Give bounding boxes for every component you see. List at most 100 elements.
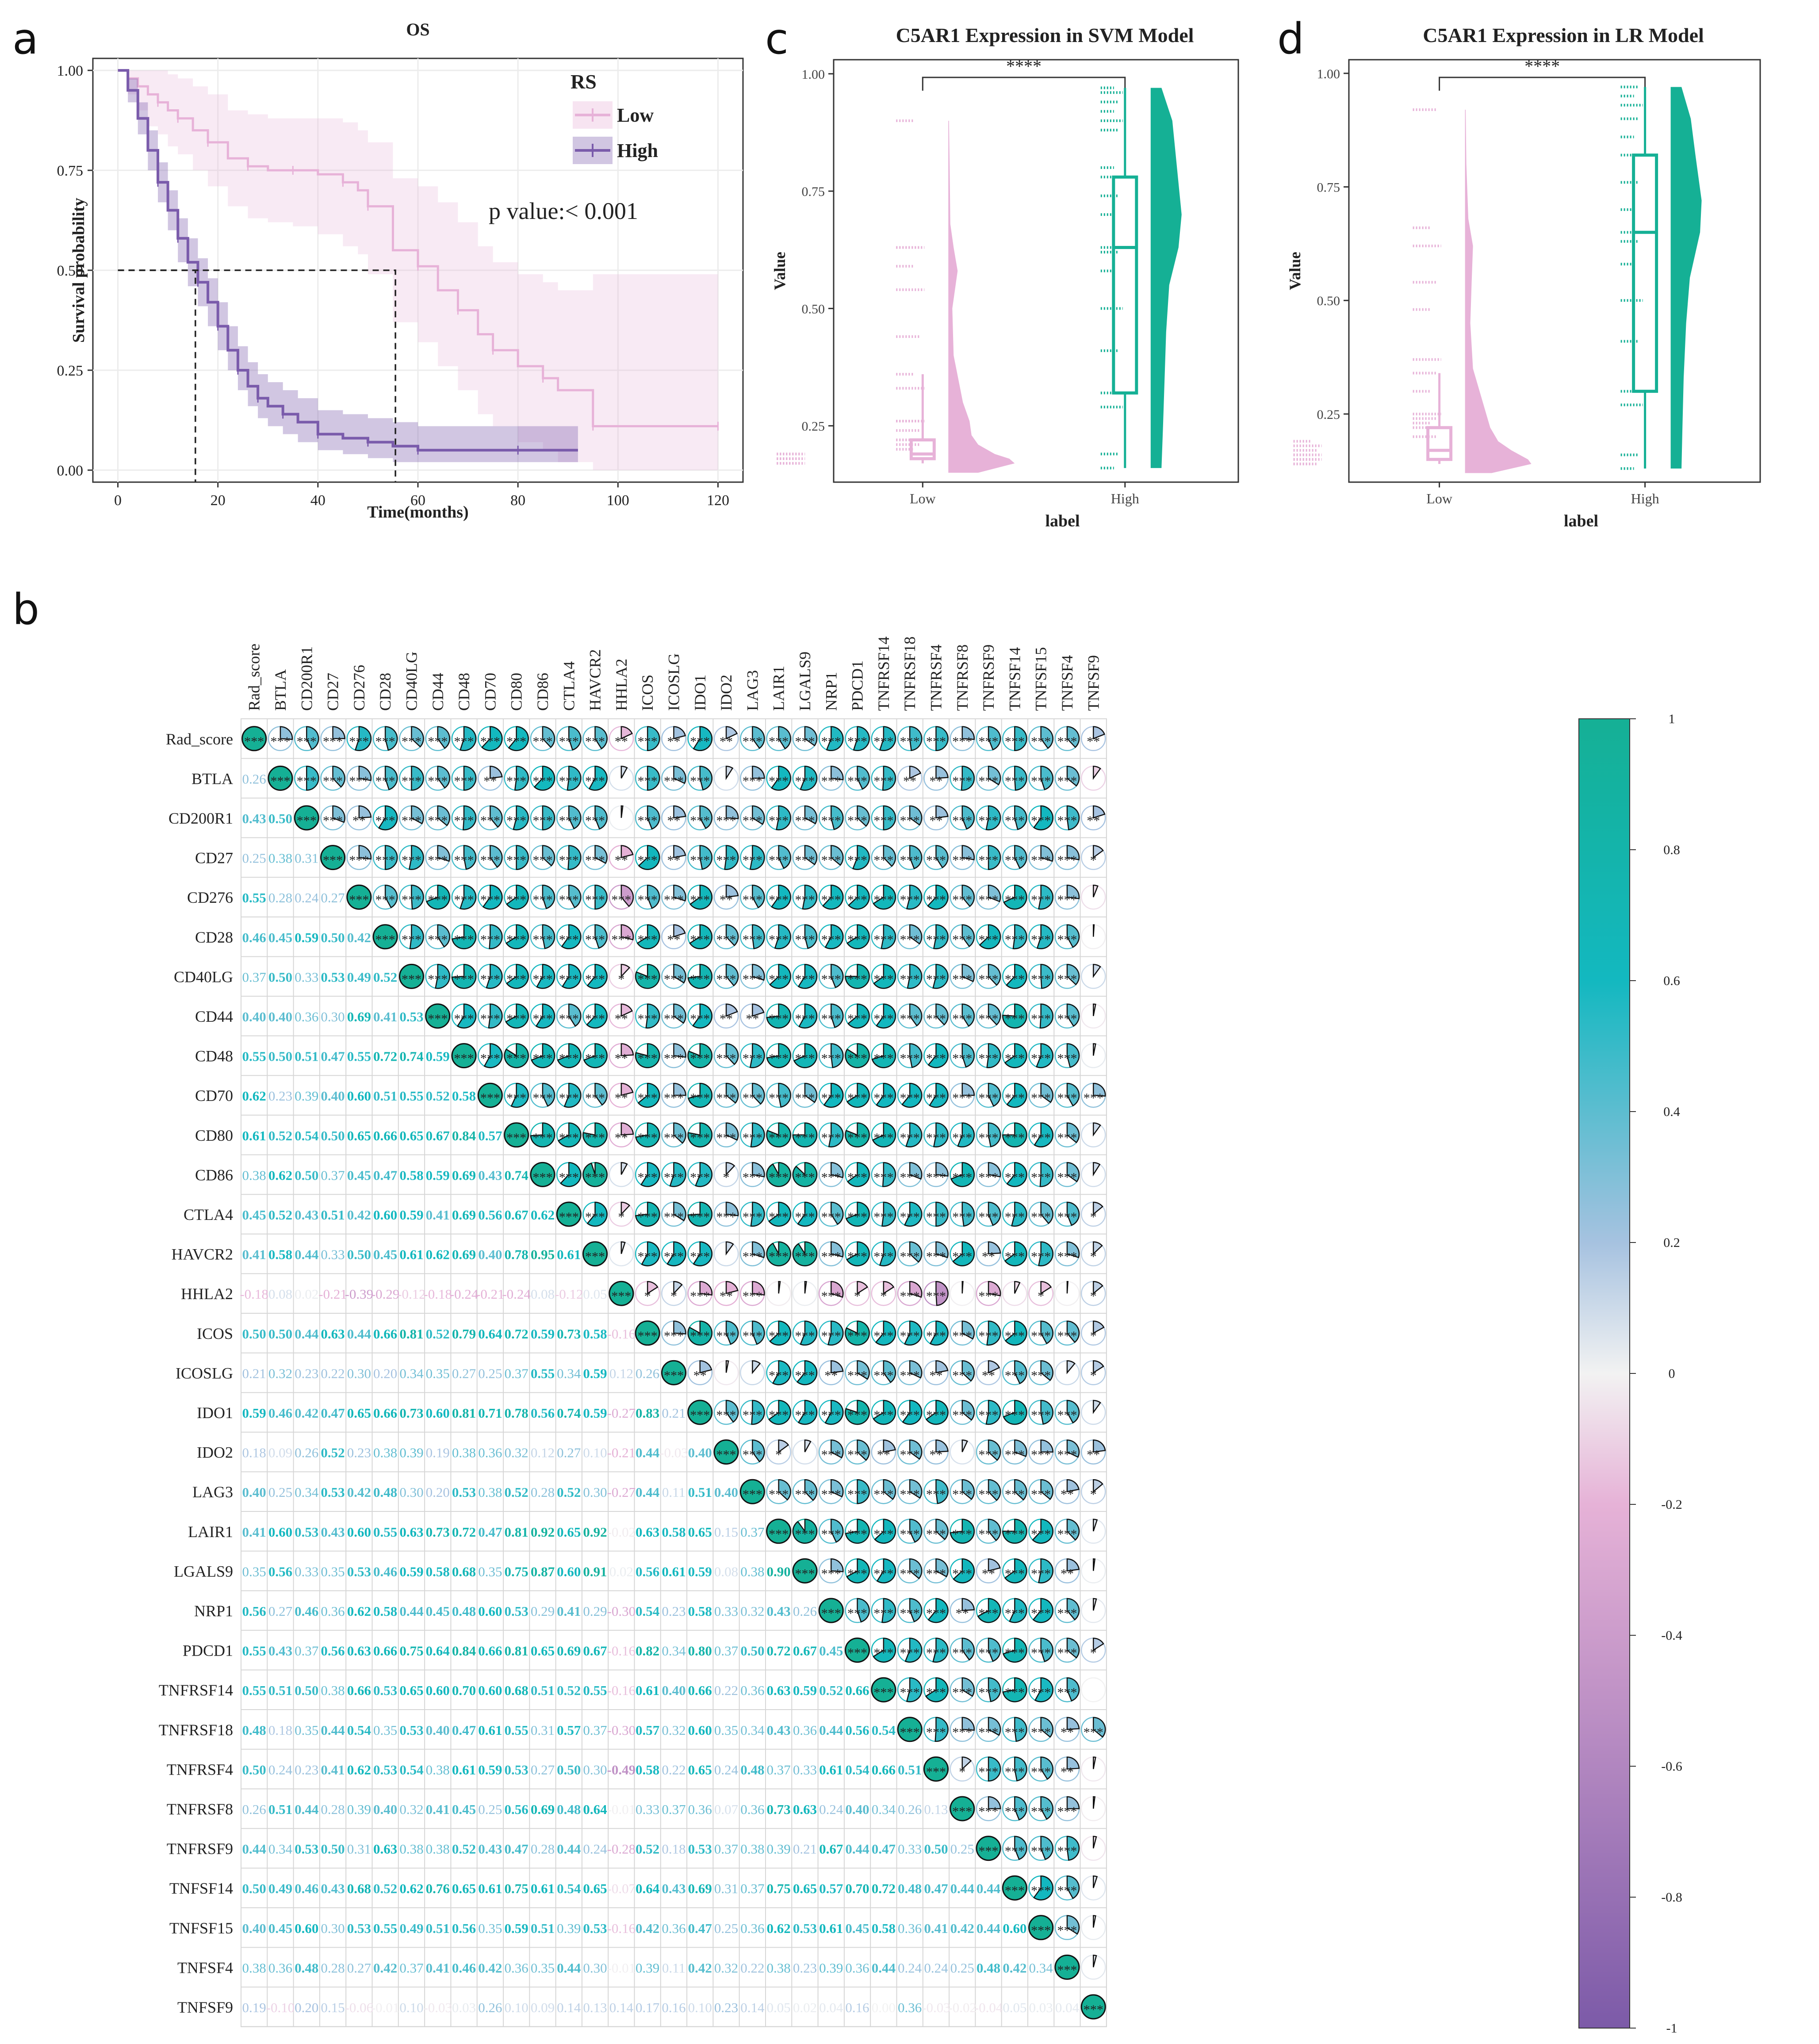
corr-signif-label: ** <box>929 1448 942 1462</box>
corr-signif-label: *** <box>1031 1764 1051 1779</box>
corr-signif-label: *** <box>716 972 736 986</box>
corr-signif-label: *** <box>532 774 552 788</box>
corr-value-label: 0.47 <box>688 1921 712 1936</box>
corr-signif-label: *** <box>769 1368 789 1383</box>
corr-signif-label: *** <box>769 932 789 947</box>
corr-pie-slice <box>771 766 791 791</box>
km-line-high <box>118 69 578 452</box>
corr-signif-label: *** <box>979 853 999 868</box>
corr-signif-label: *** <box>1031 1923 1051 1938</box>
corr-signif-label: *** <box>1031 1804 1051 1819</box>
corr-pie-slice <box>804 1082 818 1103</box>
lr-sig-bracket <box>1439 77 1646 91</box>
corr-value-label: 0.65 <box>688 1762 712 1777</box>
corr-pie-slice <box>241 726 267 752</box>
km-ytick-label: 0.25 <box>57 363 84 379</box>
corr-value-label: 0.29 <box>583 1603 607 1619</box>
corr-pie-slice <box>620 1043 634 1056</box>
corr-signif-label: *** <box>926 1051 946 1066</box>
corr-value-label: 0.39 <box>399 1445 423 1461</box>
corr-signif-label: *** <box>664 1012 684 1026</box>
corr-signif-label: *** <box>979 972 999 986</box>
corr-signif-label: *** <box>873 853 893 868</box>
corr-value-label: 0.23 <box>714 2000 738 2015</box>
corr-value-label: 0.59 <box>531 1326 555 1342</box>
corr-pie-slice <box>933 1122 949 1148</box>
corr-value-label: 0.36 <box>793 1722 817 1738</box>
corr-pie-slice <box>1066 766 1080 787</box>
corr-pie-slice <box>463 845 477 870</box>
corr-value-label: 0.49 <box>347 969 371 985</box>
corr-pie-slice <box>435 964 451 989</box>
corr-signif-label: ** <box>667 813 680 828</box>
corr-pie-slice <box>804 805 818 825</box>
corr-pie-slice <box>1093 766 1101 780</box>
corr-pie-slice <box>1093 726 1105 740</box>
corr-pie-slice <box>1066 1043 1080 1068</box>
corr-value-label: 0.11 <box>662 1960 685 1975</box>
corr-signif-label: *** <box>1031 1527 1051 1542</box>
corr-signif-label: *** <box>795 813 815 828</box>
corr-pie-slice <box>752 766 765 779</box>
corr-pie-slice <box>692 1003 713 1029</box>
corr-value-label: 0.65 <box>583 1881 607 1896</box>
colorbar-tick-label: -1 <box>1666 2021 1677 2036</box>
corr-signif-label: *** <box>821 1289 841 1304</box>
corr-pie-slice <box>635 1122 660 1148</box>
corr-signif-label: *** <box>1005 1210 1025 1224</box>
corr-signif-label: *** <box>821 972 841 986</box>
corr-value-label: 0.62 <box>347 1762 371 1777</box>
corr-value-label: 0.44 <box>295 1802 318 1817</box>
corr-signif-label: *** <box>952 813 972 828</box>
corr-pie-slice <box>620 1003 633 1017</box>
corr-signif-label: ** <box>746 1012 759 1026</box>
corr-pie-slice <box>687 964 712 989</box>
corr-value-label: 0.12 <box>531 1445 555 1461</box>
corr-pie-slice <box>1038 884 1053 910</box>
corr-pie-slice <box>831 1043 844 1068</box>
corr-pie-slice <box>927 884 949 910</box>
svm-box-low <box>909 438 936 460</box>
corr-value-label: -0.24 <box>502 1286 531 1302</box>
corr-pie-slice <box>826 726 844 752</box>
corr-value-label: 0.44 <box>399 1603 423 1619</box>
corr-signif-label: *** <box>952 1210 972 1224</box>
corr-signif-label: *** <box>638 1210 658 1224</box>
corr-value-label: 0.14 <box>609 2000 634 2015</box>
corr-pie-slice <box>514 766 529 791</box>
corr-value-label: 0.18 <box>242 1445 266 1461</box>
corr-signif-label: *** <box>690 893 710 907</box>
corr-signif-label: *** <box>506 734 526 749</box>
corr-pie-slice <box>306 766 319 791</box>
corr-signif-label: *** <box>926 1408 946 1423</box>
corr-pie-slice <box>358 766 372 781</box>
corr-pie-slice <box>961 964 975 982</box>
corr-pie-slice <box>871 1043 896 1068</box>
corr-value-label: 0.55 <box>242 1643 266 1659</box>
colorbar-tick-label: 0.6 <box>1663 974 1680 988</box>
corr-signif-label: *** <box>952 1051 972 1066</box>
corr-value-label: 0.62 <box>426 1247 450 1262</box>
corr-pie-slice <box>988 1082 1001 1107</box>
km-p-value: p value:< 0.001 <box>489 198 638 224</box>
corr-value-label: 0.49 <box>268 1881 292 1896</box>
corr-value-label: 0.31 <box>295 851 318 866</box>
corr-signif-label: *** <box>690 932 710 947</box>
corr-signif-label: *** <box>428 734 448 749</box>
corr-signif-label: *** <box>638 813 658 828</box>
corr-signif-label: *** <box>900 1131 920 1145</box>
corr-value-label: 0.30 <box>583 1762 607 1777</box>
corr-value-label: 0.44 <box>295 1247 318 1262</box>
corr-signif-label: *** <box>1005 1566 1025 1581</box>
corr-signif-label: *** <box>375 853 395 868</box>
corr-pie-slice <box>1093 1082 1106 1097</box>
corr-value-label: -0.18 <box>423 1286 452 1302</box>
corr-value-label: 0.35 <box>478 1921 502 1936</box>
corr-value-label: 0.32 <box>714 1960 738 1975</box>
corr-value-label: 0.09 <box>531 2000 555 2015</box>
corr-signif-label: *** <box>873 1527 893 1542</box>
corr-signif-label: *** <box>1057 1051 1077 1066</box>
corr-value-label: 0.61 <box>478 1722 502 1738</box>
corr-pie-slice <box>346 884 372 910</box>
km-xtick-label: 20 <box>211 492 226 509</box>
